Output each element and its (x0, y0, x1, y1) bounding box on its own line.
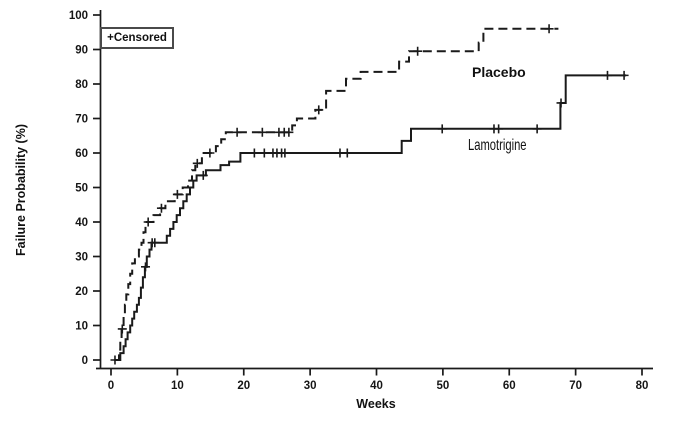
censor-plus-icon (117, 324, 127, 334)
censored-legend-box: +Censored (100, 27, 174, 49)
censor-plus-icon (150, 238, 160, 248)
censor-plus-icon (619, 70, 629, 80)
censor-plus-icon (232, 127, 242, 137)
censor-plus-icon (172, 189, 182, 199)
x-tick-label: 40 (370, 380, 383, 392)
censor-plus-icon (556, 98, 566, 108)
censor-plus-icon (532, 124, 542, 134)
lamotrigine-curve-label: Lamotrigine (468, 137, 527, 154)
x-tick-label: 60 (503, 380, 516, 392)
censor-plus-icon (314, 105, 324, 115)
y-tick-label: 100 (69, 10, 88, 22)
censor-plus-icon (192, 158, 202, 168)
censor-plus-icon (602, 70, 612, 80)
censor-plus-icon (284, 127, 294, 137)
y-axis-ticks: 0 10 20 30 40 50 60 70 80 90 100 (69, 10, 101, 367)
x-tick-label: 70 (569, 380, 582, 392)
censor-plus-icon (205, 148, 215, 158)
lamotrigine-curve (114, 74, 627, 361)
y-tick-label: 50 (75, 183, 88, 195)
x-axis-ticks: 0 10 20 30 40 50 60 70 80 (108, 368, 649, 392)
x-tick-label: 10 (171, 380, 184, 392)
y-tick-label: 0 (82, 355, 88, 367)
y-tick-label: 90 (75, 45, 88, 57)
y-tick-label: 70 (75, 114, 88, 126)
censor-plus-icon (280, 148, 290, 158)
censor-plus-icon (342, 148, 352, 158)
censor-plus-icon (259, 148, 269, 158)
x-tick-label: 0 (108, 380, 114, 392)
axes (96, 10, 653, 370)
censored-legend-label: +Censored (107, 32, 167, 44)
censor-plus-icon (143, 217, 153, 227)
y-tick-label: 40 (75, 217, 88, 229)
censor-plus-icon (413, 46, 423, 56)
lamotrigine-censor-marks (110, 70, 629, 365)
censor-plus-icon (156, 203, 166, 213)
y-tick-label: 20 (75, 286, 88, 298)
x-tick-label: 20 (237, 380, 250, 392)
y-tick-label: 10 (75, 321, 88, 333)
y-tick-label: 60 (75, 148, 88, 160)
x-tick-label: 80 (636, 380, 649, 392)
y-tick-label: 80 (75, 79, 88, 91)
x-axis-title: Weeks (356, 397, 396, 411)
x-tick-label: 30 (304, 380, 317, 392)
censor-plus-icon (249, 148, 259, 158)
censor-plus-icon (494, 124, 504, 134)
y-tick-label: 30 (75, 252, 88, 264)
y-axis-title: Failure Probability (%) (14, 124, 28, 256)
censor-plus-icon (110, 355, 120, 365)
censor-plus-icon (544, 24, 554, 34)
placebo-curve-label: Placebo (472, 64, 526, 80)
x-tick-label: 50 (436, 380, 449, 392)
censor-plus-icon (437, 124, 447, 134)
placebo-censor-marks (117, 24, 554, 334)
censor-plus-icon (198, 170, 208, 180)
censor-plus-icon (257, 127, 267, 137)
censor-plus-icon (141, 262, 151, 272)
